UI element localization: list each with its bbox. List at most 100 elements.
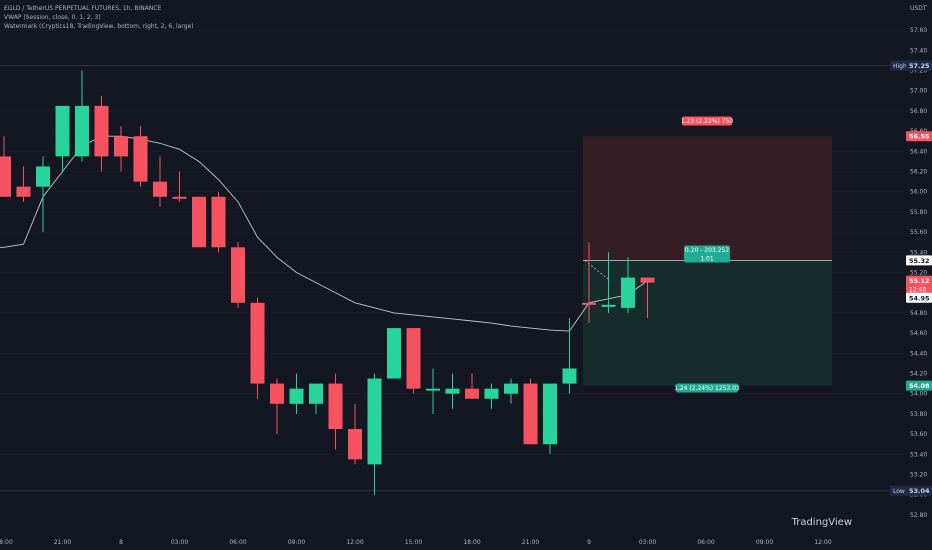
x-tick-label: 21:00	[522, 539, 539, 546]
candle-body[interactable]	[328, 383, 343, 430]
candle-body[interactable]	[387, 328, 401, 379]
candle-body[interactable]	[445, 388, 460, 394]
candle-body[interactable]	[36, 166, 50, 187]
candle-body[interactable]	[114, 136, 128, 157]
target-label-box[interactable]	[676, 383, 738, 393]
y-tick-label: 56.20	[910, 169, 927, 176]
high-tag[interactable]	[906, 60, 932, 71]
y-tick-label: 57.00	[910, 88, 927, 95]
prev-price-tag[interactable]	[906, 292, 932, 303]
y-tick-label: 54.00	[910, 391, 927, 398]
candle-body[interactable]	[75, 105, 89, 157]
x-tick-label: 12:00	[346, 539, 363, 546]
take-profit-zone[interactable]	[583, 260, 832, 386]
candle-body[interactable]	[55, 105, 70, 157]
entry-label-text: 0.20 - 203.252	[685, 247, 729, 254]
target-label-text: 1.24 (2.24%) 1252.03	[674, 385, 740, 392]
x-tick-label: 06:00	[229, 539, 246, 546]
high-badge	[890, 60, 908, 71]
y-tick-label: 52.80	[910, 512, 927, 519]
x-tick-label: 18:00	[0, 539, 13, 546]
y-tick-label: 56.40	[910, 148, 927, 155]
candle-body[interactable]	[406, 328, 421, 389]
y-tick-label: 56.00	[910, 189, 927, 196]
low-label: Low	[893, 488, 905, 495]
last-price-tag[interactable]	[906, 275, 932, 295]
candle-body[interactable]	[192, 196, 206, 248]
prev-price-value: 54.95	[909, 294, 930, 302]
candle-body[interactable]	[504, 383, 518, 394]
y-tick-label: 57.40	[910, 47, 927, 54]
candle-body[interactable]	[367, 378, 382, 465]
candle-body[interactable]	[562, 368, 577, 384]
candle-body[interactable]	[465, 388, 479, 399]
candle-body[interactable]	[270, 383, 284, 404]
high-value: 57.25	[909, 62, 930, 70]
candle-body[interactable]	[309, 383, 323, 404]
y-tick-label: 53.80	[910, 411, 927, 418]
x-tick-label: 9	[587, 539, 591, 546]
y-tick-label: 57.60	[910, 27, 927, 34]
y-tick-label: 57.20	[910, 68, 927, 75]
candle-body[interactable]	[523, 383, 538, 445]
y-tick-label: 55.20	[910, 270, 927, 277]
candle-body[interactable]	[582, 302, 596, 305]
y-tick-label: 56.80	[910, 108, 927, 115]
candle-body[interactable]	[601, 304, 616, 307]
low-badge	[890, 485, 908, 496]
candle-body[interactable]	[289, 388, 304, 404]
target-price-value: 54.08	[909, 382, 930, 390]
entry-price-tag[interactable]	[906, 255, 932, 266]
candle-body[interactable]	[172, 196, 187, 199]
y-tick-label: 55.80	[910, 209, 927, 216]
stop-price-value: 56.55	[909, 133, 930, 141]
currency-label: USDT	[910, 5, 927, 12]
candle-body[interactable]	[543, 383, 557, 445]
bar-countdown: 22:48	[909, 287, 926, 294]
y-tick-label: 53.40	[910, 451, 927, 458]
x-tick-label: 21:00	[54, 539, 71, 546]
entry-label-text: 1.01	[700, 255, 714, 262]
candle-body[interactable]	[250, 302, 265, 384]
watermark-legend[interactable]: Watermark (Cryptics18, TradingView, bott…	[4, 23, 194, 30]
high-label: High	[893, 63, 907, 70]
candle-body[interactable]	[0, 156, 11, 197]
x-tick-label: 8	[119, 539, 123, 546]
y-tick-label: 54.60	[910, 330, 927, 337]
candle-body[interactable]	[211, 196, 226, 248]
vwap-line	[0, 135, 648, 332]
stop-loss-zone[interactable]	[583, 136, 832, 261]
low-value: 53.04	[909, 487, 930, 495]
stop-price-tag[interactable]	[906, 131, 932, 142]
x-tick-label: 03:00	[171, 539, 188, 546]
candle-body[interactable]	[426, 388, 440, 391]
candle-body[interactable]	[348, 429, 362, 460]
symbol-legend[interactable]: EGLD / TetherUS PERPETUAL FUTURES, 1h, B…	[4, 5, 162, 12]
last-price-value: 55.12	[909, 277, 930, 285]
candle-body[interactable]	[484, 388, 499, 399]
y-tick-label: 54.40	[910, 350, 927, 357]
y-tick-label: 53.20	[910, 472, 927, 479]
x-tick-label: 06:00	[697, 539, 714, 546]
x-tick-label: 09:00	[756, 539, 773, 546]
stop-label-text: 1.23 (2.22%) 750	[681, 118, 734, 125]
y-tick-label: 54.80	[910, 310, 927, 317]
candle-body[interactable]	[153, 181, 167, 197]
stop-label-box[interactable]	[682, 116, 732, 126]
target-price-tag[interactable]	[906, 380, 932, 391]
y-tick-label: 55.60	[910, 229, 927, 236]
low-tag[interactable]	[906, 485, 932, 496]
x-tick-label: 15:00	[405, 539, 422, 546]
candle-body[interactable]	[231, 247, 245, 303]
x-tick-label: 12:00	[814, 539, 831, 546]
entry-label-box[interactable]	[684, 245, 730, 263]
entry-price-value: 55.32	[909, 257, 930, 265]
vwap-legend[interactable]: VWAP (Session, close, 0, 1, 2, 3)	[4, 14, 101, 21]
candle-body[interactable]	[94, 105, 109, 157]
candle-body[interactable]	[133, 136, 148, 182]
candle-body[interactable]	[621, 277, 635, 308]
candle-body[interactable]	[16, 186, 31, 197]
candle-body[interactable]	[640, 277, 655, 283]
y-tick-label: 53.60	[910, 431, 927, 438]
